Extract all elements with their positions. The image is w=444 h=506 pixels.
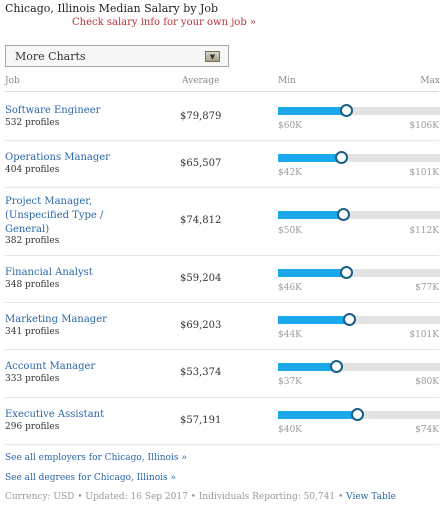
chart-title: Chicago, Illinois Median Salary by Job (5, 2, 219, 15)
max-salary: $101K (409, 168, 439, 178)
column-header-average: Average (182, 76, 220, 86)
job-title-link[interactable]: Account Manager (5, 361, 96, 372)
salary-range-bar (278, 151, 440, 164)
min-salary: $46K (278, 283, 302, 293)
average-salary: $79,879 (180, 111, 222, 122)
salary-range-fill (278, 107, 346, 115)
table-row: Software Engineer 532 profiles $79,879 $… (5, 95, 440, 141)
more-charts-dropdown[interactable]: More Charts ▼ (5, 45, 229, 67)
header-divider (5, 91, 439, 92)
max-salary: $80K (415, 377, 439, 387)
footer-info: Currency: USD • Updated: 16 Sep 2017 • I… (5, 492, 344, 502)
profile-count: 404 profiles (5, 165, 60, 175)
see-employers-link[interactable]: See all employers for Chicago, Illinois … (5, 453, 187, 463)
table-row: Account Manager 333 profiles $53,374 $37… (5, 351, 440, 398)
max-salary: $74K (415, 425, 439, 435)
dropdown-arrow-icon[interactable]: ▼ (205, 51, 220, 62)
view-table-link[interactable]: View Table (346, 492, 396, 502)
table-row: Financial Analyst 348 profiles $59,204 $… (5, 257, 440, 303)
more-charts-label: More Charts (15, 50, 86, 63)
average-salary: $69,203 (180, 320, 222, 331)
average-salary: $74,812 (180, 215, 222, 226)
salary-range-bar (278, 266, 440, 279)
profile-count: 382 profiles (5, 236, 60, 246)
median-marker (343, 313, 356, 326)
average-salary: $57,191 (180, 415, 222, 426)
median-marker (340, 104, 353, 117)
median-marker (330, 360, 343, 373)
salary-range-fill (278, 363, 336, 371)
min-salary: $44K (278, 330, 302, 340)
median-marker (340, 266, 353, 279)
min-salary: $60K (278, 121, 302, 131)
median-marker (351, 408, 364, 421)
salary-range-bar (278, 208, 440, 221)
average-salary: $53,374 (180, 367, 222, 378)
table-row: Marketing Manager 341 profiles $69,203 $… (5, 304, 440, 350)
max-salary: $106K (409, 121, 439, 131)
profile-count: 348 profiles (5, 280, 60, 290)
salary-range-fill (278, 411, 357, 419)
average-salary: $59,204 (180, 273, 222, 284)
max-salary: $101K (409, 330, 439, 340)
job-title-link[interactable]: Executive Assistant (5, 409, 105, 420)
salary-range-bar (278, 104, 440, 117)
profile-count: 296 profiles (5, 422, 60, 432)
column-header-job: Job (5, 76, 20, 86)
min-salary: $50K (278, 226, 302, 236)
table-row: Project Manager, (Unspecified Type / Gen… (5, 189, 440, 256)
job-title-link[interactable]: Software Engineer (5, 105, 101, 116)
max-salary: $112K (409, 226, 439, 236)
salary-range-bar (278, 360, 440, 373)
check-salary-link[interactable]: Check salary info for your own job » (72, 17, 257, 28)
footer: Currency: USD • Updated: 16 Sep 2017 • I… (5, 492, 396, 502)
profile-count: 341 profiles (5, 327, 60, 337)
see-degrees-link[interactable]: See all degrees for Chicago, Illinois » (5, 473, 176, 483)
column-header-max: Max (420, 76, 440, 86)
min-salary: $40K (278, 425, 302, 435)
min-salary: $42K (278, 168, 302, 178)
job-title-link[interactable]: Project Manager, (Unspecified Type / Gen… (5, 196, 104, 235)
average-salary: $65,507 (180, 158, 222, 169)
job-title-link[interactable]: Operations Manager (5, 152, 110, 163)
salary-range-fill (278, 316, 349, 324)
salary-range-bar (278, 408, 440, 421)
profile-count: 532 profiles (5, 118, 60, 128)
salary-range-fill (278, 154, 341, 162)
salary-range-fill (278, 211, 343, 219)
profile-count: 333 profiles (5, 374, 60, 384)
column-header-min: Min (278, 76, 296, 86)
job-title-link[interactable]: Marketing Manager (5, 314, 107, 325)
job-title-link[interactable]: Financial Analyst (5, 267, 93, 278)
median-marker (335, 151, 348, 164)
table-row: Operations Manager 404 profiles $65,507 … (5, 142, 440, 188)
max-salary: $77K (415, 283, 439, 293)
salary-range-fill (278, 269, 346, 277)
median-marker (337, 208, 350, 221)
salary-range-bar (278, 313, 440, 326)
table-row: Executive Assistant 296 profiles $57,191… (5, 399, 440, 445)
min-salary: $37K (278, 377, 302, 387)
